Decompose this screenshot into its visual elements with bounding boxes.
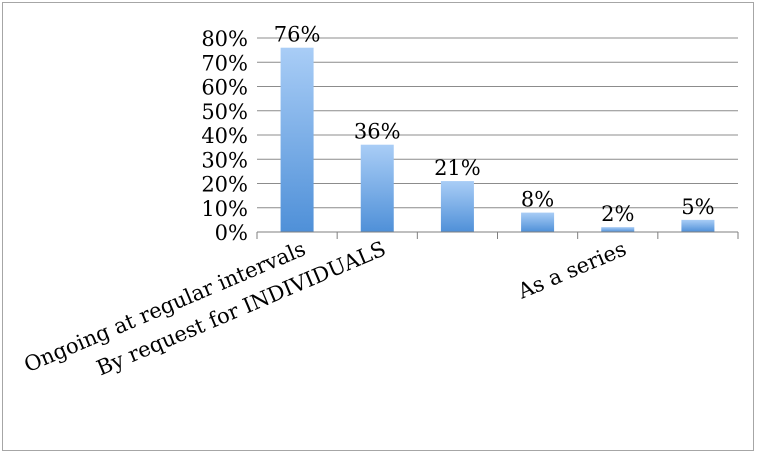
y-tick-label: 50% bbox=[201, 100, 248, 124]
bars bbox=[280, 47, 715, 233]
bar bbox=[280, 47, 314, 233]
data-label: 21% bbox=[434, 156, 481, 180]
y-tick-label: 40% bbox=[201, 124, 248, 148]
bar bbox=[440, 181, 474, 232]
y-tick-label: 70% bbox=[201, 51, 248, 75]
data-label: 76% bbox=[274, 23, 321, 47]
bar bbox=[681, 219, 715, 232]
y-tick-label: 80% bbox=[201, 27, 248, 51]
y-tick-label: 30% bbox=[201, 148, 248, 172]
gridlines bbox=[257, 37, 738, 209]
bar bbox=[360, 144, 394, 232]
data-label: 8% bbox=[521, 188, 554, 212]
data-label: 5% bbox=[681, 195, 714, 219]
y-tick-label: 0% bbox=[215, 221, 248, 245]
y-tick-label: 20% bbox=[201, 173, 248, 197]
bar bbox=[601, 227, 635, 232]
data-label: 2% bbox=[601, 202, 634, 226]
bar bbox=[521, 212, 555, 232]
y-tick-label: 60% bbox=[201, 76, 248, 100]
data-labels: 76% 36% 21% 8% 2% 5% bbox=[274, 23, 715, 226]
category-label: As a series bbox=[514, 237, 630, 304]
x-axis bbox=[256, 231, 739, 239]
y-axis-ticks: 0%10%20%30%40%50%60%70%80% bbox=[201, 27, 248, 245]
data-label: 36% bbox=[354, 120, 401, 144]
y-tick-label: 10% bbox=[201, 197, 248, 221]
